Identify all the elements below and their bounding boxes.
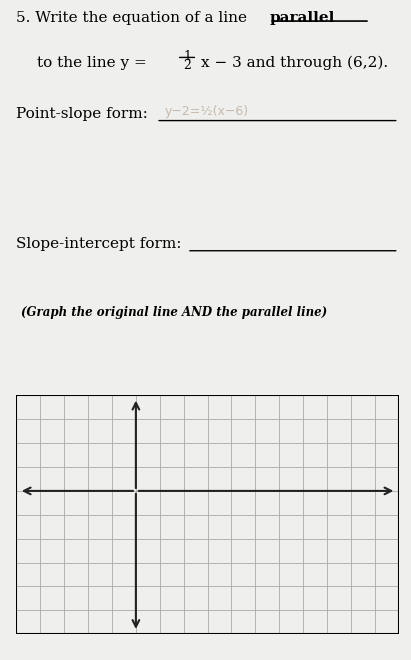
Text: Slope-intercept form:: Slope-intercept form: — [16, 238, 182, 251]
Text: x − 3 and through (6,2).: x − 3 and through (6,2). — [201, 55, 388, 70]
Text: 5. Write the equation of a line: 5. Write the equation of a line — [16, 11, 252, 26]
Text: (Graph the original line AND the parallel line): (Graph the original line AND the paralle… — [21, 306, 327, 319]
Text: to the line y =: to the line y = — [37, 55, 152, 69]
Text: 2: 2 — [183, 59, 191, 73]
Text: Point-slope form:: Point-slope form: — [16, 107, 148, 121]
Text: 1: 1 — [183, 50, 191, 63]
Text: parallel: parallel — [269, 11, 335, 26]
Text: y−2=½(x−6): y−2=½(x−6) — [164, 105, 249, 118]
